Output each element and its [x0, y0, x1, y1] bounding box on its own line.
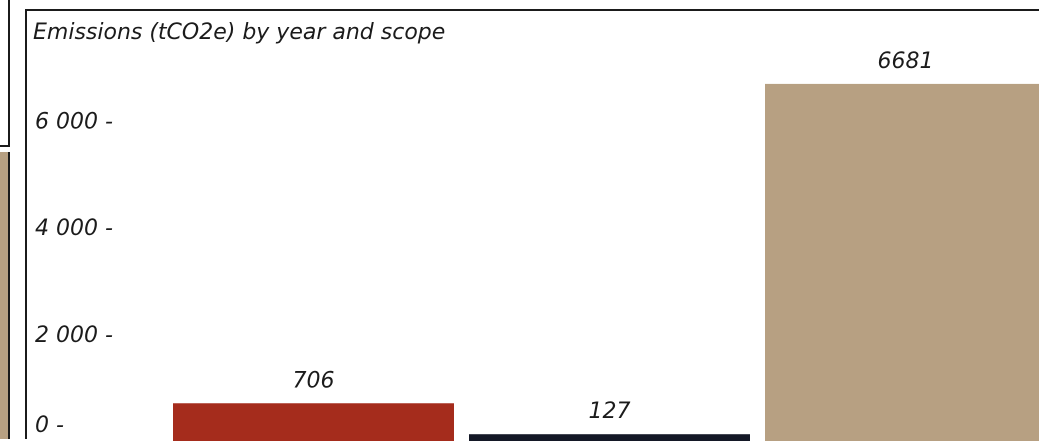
bar	[765, 83, 1039, 441]
y-tick-label: 2 000 -	[35, 323, 113, 348]
bars	[173, 83, 1039, 441]
adjacent-chart-border	[0, 0, 10, 147]
emissions-chart-frame: Emissions (tCO2e) by year and scope 0 - 2…	[25, 9, 1039, 441]
bar	[469, 434, 750, 441]
bar-value-label: 706	[293, 368, 335, 393]
y-tick-label: 0 -	[35, 413, 64, 438]
y-axis-ticks: 0 - 2 000 - 4 000 - 6 000 -	[35, 109, 113, 438]
y-tick-label: 6 000 -	[35, 109, 113, 134]
y-tick-label: 4 000 -	[35, 216, 113, 241]
adjacent-chart-edge	[0, 0, 10, 439]
adjacent-chart-border-lower	[8, 152, 10, 439]
bar-value-label: 6681	[878, 49, 934, 74]
emissions-bar-chart: Emissions (tCO2e) by year and scope 0 - 2…	[33, 20, 1039, 441]
bar	[173, 403, 454, 441]
bar-value-labels: 706 127 6681	[293, 49, 934, 424]
bar-value-label: 127	[589, 399, 631, 424]
chart-title: Emissions (tCO2e) by year and scope	[33, 20, 445, 45]
adjacent-chart-bar-fragment	[0, 152, 8, 439]
